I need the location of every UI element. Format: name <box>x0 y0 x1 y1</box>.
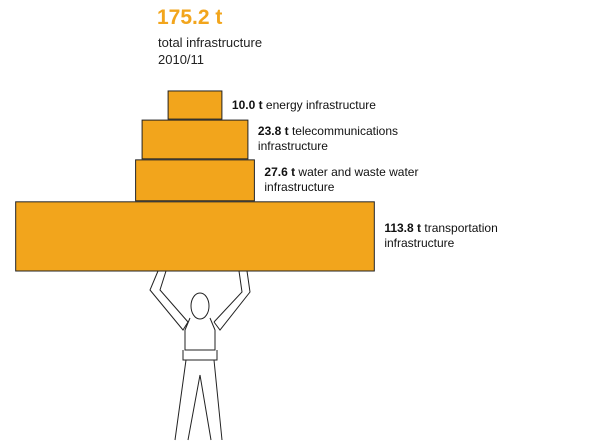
total-value: 175.2 t <box>157 6 222 29</box>
label-box: 10.0 t energy infrastructure <box>232 91 432 119</box>
figure <box>150 271 250 440</box>
infographic: 175.2 t total infrastructure 2010/11 113… <box>0 0 598 445</box>
total-period: 2010/11 <box>158 52 204 67</box>
label-box: 113.8 t transportation infrastructure <box>384 202 544 271</box>
total-caption: total infrastructure <box>158 35 262 50</box>
value-label: 23.8 t <box>258 124 289 138</box>
block <box>168 91 222 119</box>
label-text: 23.8 t telecommunications infrastructure <box>258 124 458 154</box>
value-label: 27.6 t <box>264 165 295 179</box>
label-box: 27.6 t water and waste water infrastruct… <box>264 160 464 201</box>
label-text: 27.6 t water and waste water infrastruct… <box>264 165 464 195</box>
block <box>142 120 248 159</box>
chart: 175.2 t total infrastructure 2010/11 113… <box>0 0 598 445</box>
block-label: 23.8 t telecommunications infrastructure <box>258 120 458 159</box>
category-label: energy infrastructure <box>266 98 376 112</box>
block-label: 10.0 t energy infrastructure <box>232 91 432 119</box>
label-text: 10.0 t energy infrastructure <box>232 98 376 113</box>
label-text: 113.8 t transportation infrastructure <box>384 221 544 251</box>
value-label: 10.0 t <box>232 98 263 112</box>
block <box>136 160 255 201</box>
block-label: 113.8 t transportation infrastructure <box>384 202 584 271</box>
block <box>16 202 375 271</box>
value-label: 113.8 t <box>384 221 421 235</box>
label-box: 23.8 t telecommunications infrastructure <box>258 120 458 159</box>
block-label: 27.6 t water and waste water infrastruct… <box>264 160 464 201</box>
